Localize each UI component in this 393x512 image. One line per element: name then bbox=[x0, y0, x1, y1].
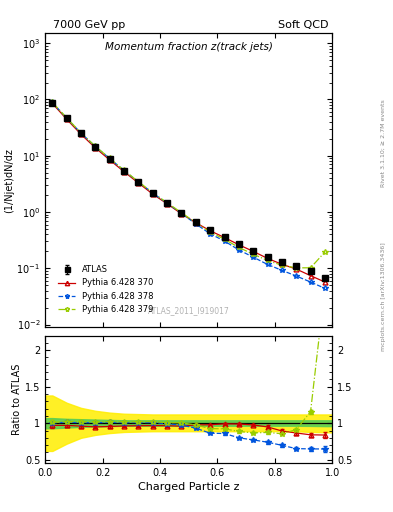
X-axis label: Charged Particle z: Charged Particle z bbox=[138, 482, 239, 493]
Y-axis label: (1/Njet)dN/dz: (1/Njet)dN/dz bbox=[4, 148, 14, 212]
Text: Momentum fraction z(track jets): Momentum fraction z(track jets) bbox=[105, 42, 273, 52]
Text: 7000 GeV pp: 7000 GeV pp bbox=[53, 20, 125, 30]
Text: Rivet 3.1.10; ≥ 2.7M events: Rivet 3.1.10; ≥ 2.7M events bbox=[381, 99, 386, 187]
Text: mcplots.cern.ch [arXiv:1306.3436]: mcplots.cern.ch [arXiv:1306.3436] bbox=[381, 243, 386, 351]
Y-axis label: Ratio to ATLAS: Ratio to ATLAS bbox=[12, 364, 22, 435]
Text: ATLAS_2011_I919017: ATLAS_2011_I919017 bbox=[148, 306, 230, 315]
Text: Soft QCD: Soft QCD bbox=[278, 20, 328, 30]
Legend: ATLAS, Pythia 6.428 370, Pythia 6.428 378, Pythia 6.428 379: ATLAS, Pythia 6.428 370, Pythia 6.428 37… bbox=[55, 262, 156, 317]
